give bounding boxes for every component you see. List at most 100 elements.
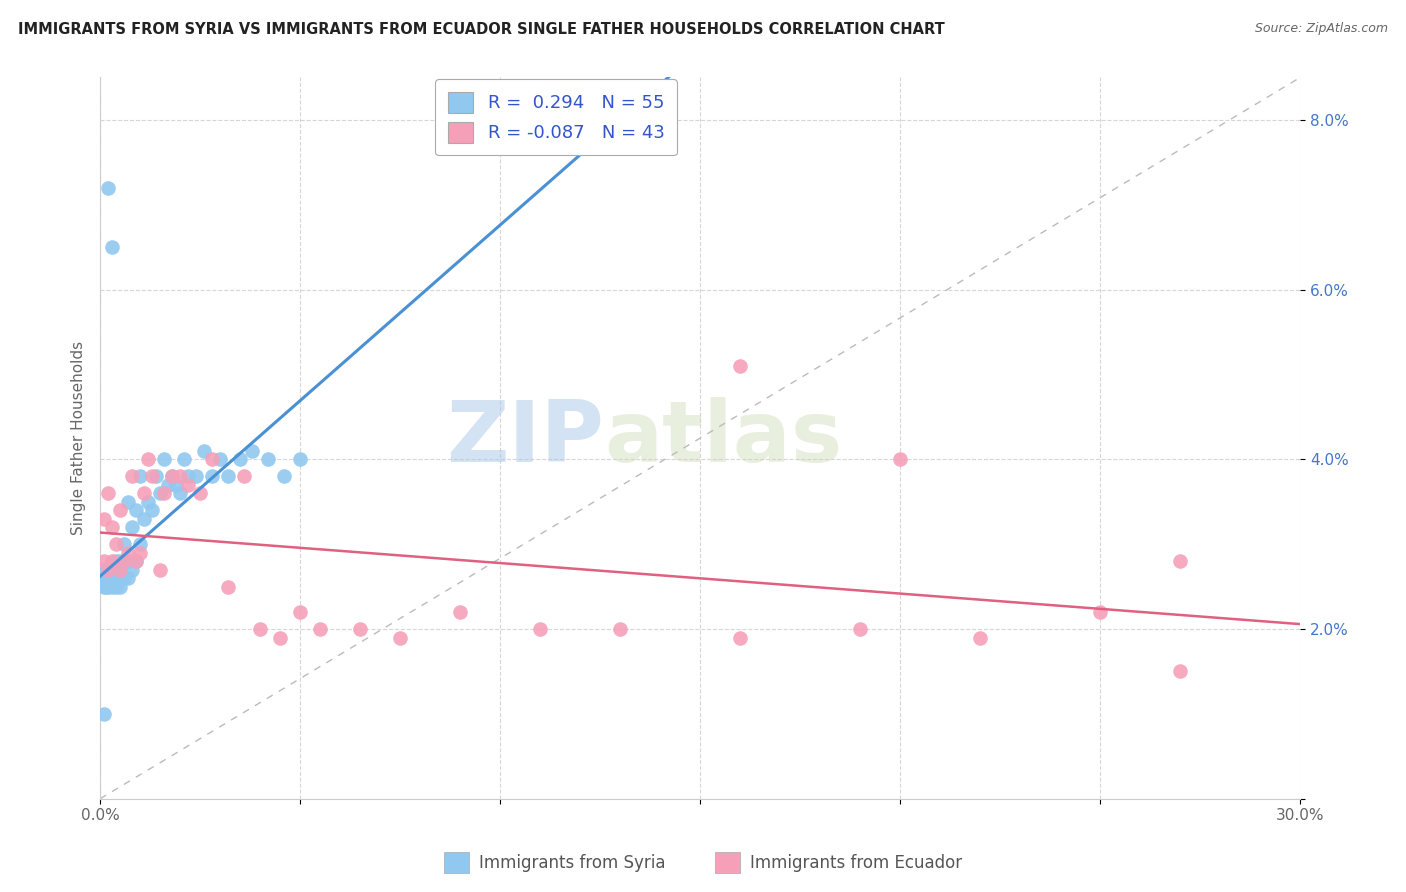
Point (201, 452, 224, 467)
Point (129, 546, 152, 560)
Point (108, 563, 131, 577)
Point (101, 520, 124, 534)
Point (94, 580, 117, 594)
Point (121, 563, 143, 577)
Point (97, 486, 120, 500)
Text: Source: ZipAtlas.com: Source: ZipAtlas.com (1254, 22, 1388, 36)
Point (269, 631, 291, 645)
Point (160, 469, 183, 483)
Point (105, 554, 128, 568)
Point (201, 469, 224, 483)
Point (165, 477, 187, 491)
Point (91, 571, 114, 585)
Point (125, 554, 148, 568)
Point (93, 512, 115, 526)
Point (125, 503, 148, 517)
Point (193, 443, 215, 458)
Point (117, 554, 139, 568)
Point (157, 477, 180, 491)
Point (169, 469, 191, 483)
Y-axis label: Single Father Households: Single Father Households (72, 341, 86, 535)
Point (288, 452, 311, 467)
Point (233, 469, 256, 483)
Point (101, 571, 124, 585)
Point (149, 563, 172, 577)
Point (121, 469, 143, 483)
Point (349, 622, 371, 636)
Point (609, 622, 631, 636)
Point (125, 554, 148, 568)
Point (117, 494, 139, 508)
Point (103, 571, 125, 585)
Point (149, 486, 172, 500)
Point (177, 469, 200, 483)
Point (97, 580, 120, 594)
Point (240, 443, 263, 458)
Point (98, 571, 121, 585)
Point (97, 563, 120, 577)
Point (188, 486, 211, 500)
Point (1168, 665, 1191, 679)
Point (160, 469, 183, 483)
Point (728, 359, 751, 373)
Point (257, 452, 280, 467)
Point (134, 512, 156, 526)
Point (288, 605, 311, 619)
Point (141, 503, 163, 517)
Point (101, 563, 124, 577)
Point (91, 563, 114, 577)
Point (93, 554, 115, 568)
Point (94, 571, 117, 585)
Legend: R =  0.294   N = 55, R = -0.087   N = 43: R = 0.294 N = 55, R = -0.087 N = 43 (436, 79, 678, 155)
Point (184, 469, 207, 483)
Point (105, 580, 128, 594)
Point (849, 622, 872, 636)
Point (112, 554, 135, 568)
Point (136, 452, 159, 467)
Point (141, 469, 163, 483)
Point (108, 503, 131, 517)
Point (529, 622, 551, 636)
Point (93, 563, 115, 577)
Point (129, 537, 152, 551)
Point (173, 452, 195, 467)
Legend: Immigrants from Syria, Immigrants from Ecuador: Immigrants from Syria, Immigrants from E… (437, 846, 969, 880)
Point (217, 580, 239, 594)
Point (112, 571, 135, 585)
Text: IMMIGRANTS FROM SYRIA VS IMMIGRANTS FROM ECUADOR SINGLE FATHER HOUSEHOLDS CORREL: IMMIGRANTS FROM SYRIA VS IMMIGRANTS FROM… (18, 22, 945, 37)
Point (136, 494, 159, 508)
Point (145, 469, 167, 483)
Point (209, 452, 232, 467)
Point (101, 554, 124, 568)
Point (177, 477, 200, 491)
Point (728, 631, 751, 645)
Point (105, 537, 128, 551)
Point (121, 520, 143, 534)
Point (229, 452, 252, 467)
Point (129, 469, 152, 483)
Point (101, 240, 124, 254)
Point (134, 486, 156, 500)
Point (97, 571, 120, 585)
Point (309, 622, 332, 636)
Point (117, 571, 139, 585)
Point (889, 452, 911, 467)
Point (93, 706, 115, 721)
Point (153, 452, 176, 467)
Text: atlas: atlas (605, 397, 842, 480)
Point (969, 631, 991, 645)
Point (153, 486, 176, 500)
Point (1090, 605, 1112, 619)
Text: ZIP: ZIP (447, 397, 605, 480)
Point (93, 580, 115, 594)
Point (273, 469, 295, 483)
Point (389, 631, 412, 645)
Point (1168, 554, 1191, 568)
Point (101, 580, 124, 594)
Point (108, 580, 131, 594)
Point (108, 554, 131, 568)
Point (94, 571, 117, 585)
Point (108, 563, 131, 577)
Point (117, 546, 139, 560)
Point (97, 563, 120, 577)
